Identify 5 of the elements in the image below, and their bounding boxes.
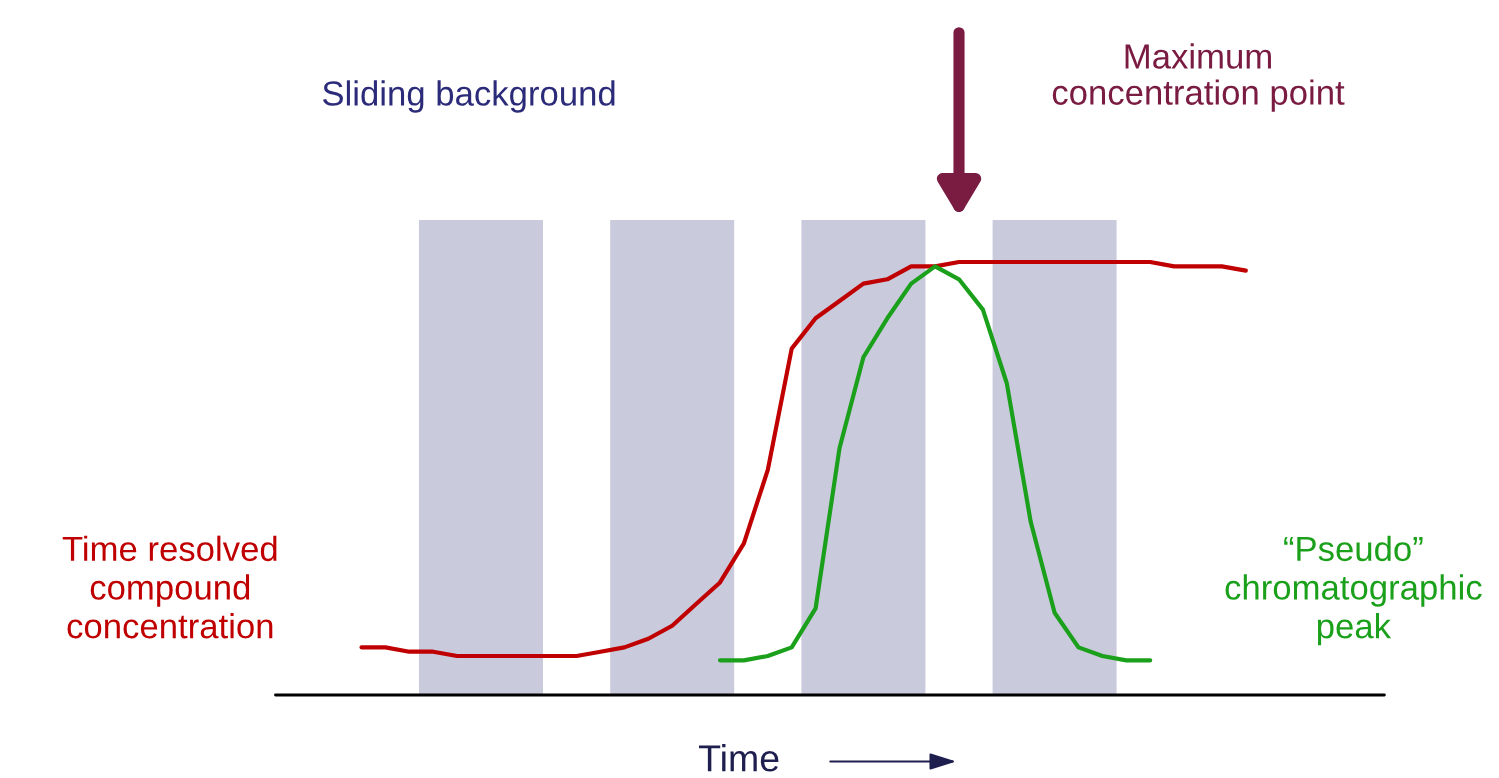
text: Maximum concentration point (1052, 43, 1345, 112)
x-axis-title: Time (699, 744, 779, 772)
text: Sliding background (322, 80, 615, 113)
text: “Pseudo” chromatographic peak (1225, 535, 1482, 646)
text: Time resolved compound concentration (62, 535, 277, 639)
